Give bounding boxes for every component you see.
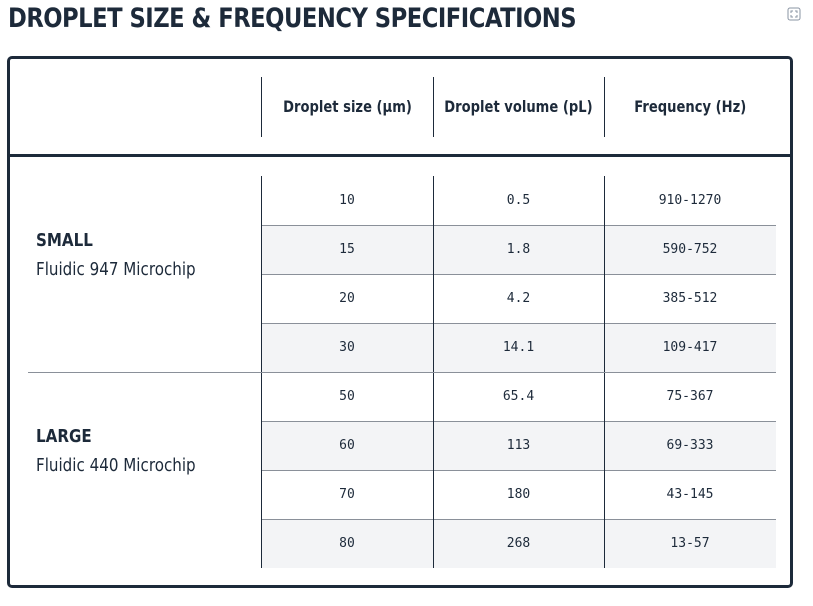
- group-chip: Fluidic 440 Microchip: [36, 455, 196, 476]
- page-title: DROPLET SIZE & FREQUENCY SPECIFICATIONS: [8, 3, 577, 34]
- cell-frequency: 385-512: [662, 291, 718, 306]
- table-row: 30 14.1 109-417: [261, 323, 776, 372]
- row-divider: [261, 274, 776, 275]
- header-rule: [10, 154, 790, 157]
- header-divider: [261, 77, 262, 137]
- cell-volume: 4.2: [506, 291, 531, 306]
- cell-size: 20: [339, 291, 355, 306]
- cell-size: 10: [339, 193, 355, 208]
- table-row: 10 0.5 910-1270: [261, 176, 776, 225]
- group-separator: [28, 372, 776, 373]
- row-divider: [261, 323, 776, 324]
- column-header-frequency: Frequency (Hz): [634, 96, 746, 116]
- cell-size: 70: [339, 487, 355, 502]
- group-name: SMALL: [36, 230, 93, 251]
- table-row: 70 180 43-145: [261, 470, 776, 519]
- row-divider: [261, 470, 776, 471]
- cell-size: 50: [339, 389, 355, 404]
- cell-volume: 268: [506, 536, 531, 551]
- header-divider: [604, 77, 605, 137]
- group-name: LARGE: [36, 426, 92, 447]
- row-divider: [261, 519, 776, 520]
- table-row: 60 113 69-333: [261, 421, 776, 470]
- cell-size: 15: [339, 242, 355, 257]
- cell-size: 80: [339, 536, 355, 551]
- cell-volume: 0.5: [506, 193, 531, 208]
- cell-frequency: 43-145: [666, 487, 714, 502]
- cell-frequency: 13-57: [670, 536, 710, 551]
- cell-frequency: 69-333: [666, 438, 714, 453]
- group-chip: Fluidic 947 Microchip: [36, 259, 196, 280]
- expand-icon[interactable]: [787, 7, 801, 21]
- cell-frequency: 75-367: [666, 389, 714, 404]
- cell-size: 60: [339, 438, 355, 453]
- cell-volume: 1.8: [506, 242, 531, 257]
- table-row: 15 1.8 590-752: [261, 225, 776, 274]
- group-label-small: SMALL Fluidic 947 Microchip: [36, 230, 226, 280]
- cell-frequency: 910-1270: [658, 193, 722, 208]
- row-divider: [261, 225, 776, 226]
- cell-frequency: 590-752: [662, 242, 718, 257]
- cell-size: 30: [339, 340, 355, 355]
- cell-volume: 113: [506, 438, 531, 453]
- table-row: 50 65.4 75-367: [261, 372, 776, 421]
- cell-volume: 14.1: [502, 340, 535, 355]
- row-divider: [261, 421, 776, 422]
- spec-table: Droplet size (µm) Droplet volume (pL) Fr…: [7, 56, 793, 588]
- cell-volume: 65.4: [502, 389, 535, 404]
- column-header-size: Droplet size (µm): [282, 96, 412, 116]
- table-row: 20 4.2 385-512: [261, 274, 776, 323]
- cell-frequency: 109-417: [662, 340, 718, 355]
- group-label-large: LARGE Fluidic 440 Microchip: [36, 426, 226, 476]
- header-divider: [433, 77, 434, 137]
- column-header-volume: Droplet volume (pL): [444, 96, 593, 116]
- table-row: 80 268 13-57: [261, 519, 776, 568]
- cell-volume: 180: [506, 487, 531, 502]
